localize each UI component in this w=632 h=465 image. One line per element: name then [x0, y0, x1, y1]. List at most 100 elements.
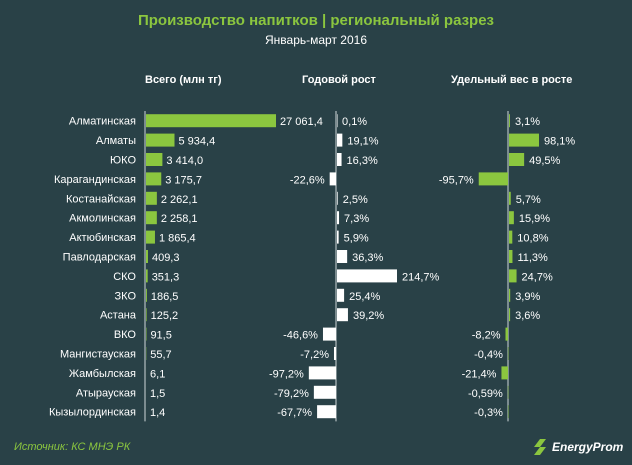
value-label-share: -0,3% — [474, 407, 503, 419]
bar-total — [146, 288, 147, 302]
value-label-growth: -22,6% — [290, 174, 325, 186]
bar-growth — [313, 385, 336, 399]
value-label-share: -8,2% — [472, 330, 501, 342]
bar-growth — [333, 347, 336, 360]
bar-total — [146, 191, 157, 205]
category-label: Алматинская — [69, 116, 136, 128]
bar-total — [146, 308, 147, 322]
value-label-share: 11,3% — [517, 252, 548, 264]
category-label: Жамбылская — [69, 368, 136, 380]
bar-growth — [337, 269, 397, 283]
bar-growth — [337, 191, 338, 205]
category-label: Астана — [100, 310, 137, 322]
category-label: Алматы — [96, 135, 136, 147]
value-label-total: 27 061,4 — [280, 116, 323, 128]
value-label-total: 2 258,1 — [161, 213, 198, 225]
value-label-total: 91,5 — [150, 330, 171, 342]
bar-growth — [337, 133, 343, 147]
bar-total — [146, 230, 155, 244]
value-label-growth: 0,1% — [342, 116, 367, 128]
category-label: СКО — [113, 271, 136, 283]
bar-share — [509, 211, 514, 225]
value-label-growth: 39,2% — [353, 310, 384, 322]
bar-total — [146, 211, 157, 225]
bar-share — [509, 288, 511, 302]
bar-share — [505, 327, 508, 341]
bar-growth — [329, 172, 336, 186]
value-label-share: 5,7% — [516, 194, 541, 206]
value-label-total: 5 934,4 — [179, 136, 216, 148]
bar-share — [509, 191, 511, 205]
bar-share — [509, 230, 513, 244]
source-note: Источник: КС МНЭ РК — [14, 441, 131, 453]
bar-growth — [337, 308, 348, 322]
bar-total — [146, 133, 175, 147]
value-label-growth: -7,2% — [300, 349, 329, 361]
header-share: Удельный вес в росте — [451, 74, 573, 86]
bar-share — [509, 114, 510, 128]
bar-growth — [317, 405, 336, 419]
value-label-share: 15,9% — [519, 213, 550, 225]
value-label-share: 24,7% — [522, 271, 553, 283]
value-label-growth: -67,7% — [277, 407, 312, 419]
bar-total — [146, 269, 148, 283]
value-label-growth: 7,3% — [344, 213, 369, 225]
category-label: Карагандинская — [54, 174, 136, 186]
category-label: Павлодарская — [63, 252, 136, 264]
bar-share — [501, 366, 508, 380]
value-label-growth: 36,3% — [352, 252, 383, 264]
value-label-total: 409,3 — [152, 252, 180, 264]
bar-total — [146, 153, 163, 166]
value-label-share: -95,7% — [439, 174, 474, 186]
bar-growth — [337, 211, 340, 225]
value-label-share: 3,9% — [515, 291, 540, 303]
category-label: Актюбинская — [69, 232, 136, 244]
value-label-total: 351,3 — [152, 271, 180, 283]
value-label-total: 186,5 — [151, 291, 179, 303]
category-label: Мангистауская — [60, 349, 136, 361]
header-total: Всего (млн тг) — [145, 74, 222, 86]
value-label-total: 6,1 — [150, 368, 165, 380]
value-label-total: 1,5 — [150, 388, 165, 400]
bar-share — [509, 133, 539, 147]
bar-growth — [337, 153, 342, 166]
value-label-share: -21,4% — [462, 368, 497, 380]
bar-growth — [322, 327, 336, 341]
category-label: Костанайская — [66, 193, 136, 205]
bar-total — [146, 250, 148, 263]
value-label-share: 98,1% — [544, 136, 575, 148]
value-label-total: 55,7 — [150, 349, 171, 361]
bar-share — [507, 405, 509, 419]
value-label-total: 1,4 — [150, 407, 165, 419]
value-label-growth: 2,5% — [343, 194, 368, 206]
header-growth: Годовой рост — [302, 74, 376, 86]
value-label-share: -0,4% — [474, 349, 503, 361]
energyprom-logo: EnergyProm — [530, 437, 624, 457]
value-label-growth: 25,4% — [349, 291, 380, 303]
bar-share — [478, 172, 508, 186]
logo-icon — [534, 439, 546, 455]
value-label-total: 125,2 — [151, 310, 179, 322]
value-label-share: 49,5% — [529, 155, 560, 167]
value-label-growth: 16,3% — [347, 155, 378, 167]
category-label: ЗКО — [115, 290, 137, 302]
bar-growth — [337, 114, 338, 128]
bar-share — [509, 269, 517, 283]
value-label-share: 3,6% — [515, 310, 540, 322]
value-label-share: -0,59% — [468, 388, 503, 400]
bar-share — [509, 250, 513, 263]
value-label-growth: 214,7% — [402, 271, 440, 283]
category-label: ЮКО — [110, 155, 136, 167]
value-label-total: 1 865,4 — [159, 233, 196, 245]
value-label-share: 10,8% — [517, 233, 548, 245]
bar-total — [146, 114, 276, 128]
logo-text: EnergyProm — [552, 440, 624, 454]
bar-share — [507, 347, 509, 360]
value-label-growth: -46,6% — [283, 330, 318, 342]
chart-title: Производство напитков | региональный раз… — [137, 12, 495, 29]
category-label: Кызылординская — [49, 407, 136, 419]
bar-share — [507, 385, 509, 399]
value-label-growth: 5,9% — [344, 233, 369, 245]
